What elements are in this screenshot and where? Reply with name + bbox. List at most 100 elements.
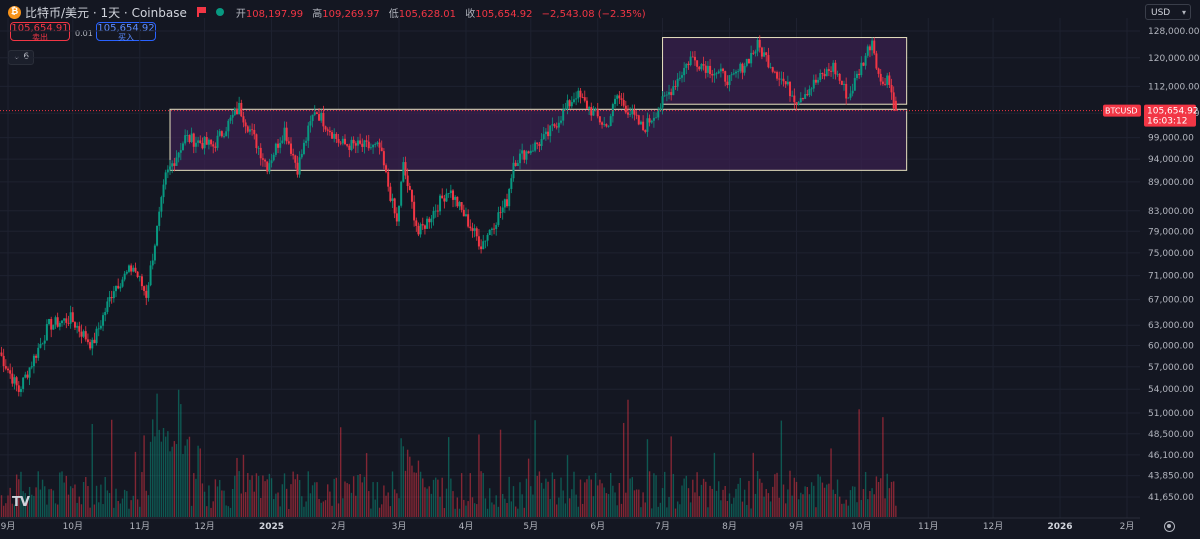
candle — [45, 319, 48, 341]
candle-body — [251, 129, 254, 131]
candle — [763, 47, 766, 58]
volume-bar — [618, 482, 621, 517]
candle — [393, 197, 396, 219]
candle — [108, 291, 111, 308]
candle-body — [890, 85, 893, 93]
volume-bar — [489, 488, 491, 517]
candle-body — [655, 117, 658, 119]
candle — [391, 193, 394, 208]
candle-body — [618, 95, 621, 99]
candle — [506, 193, 509, 208]
volume-bar — [882, 417, 884, 517]
candle-body — [166, 169, 169, 173]
volume-bar — [638, 489, 640, 517]
candle-body — [510, 178, 513, 189]
volume-bar — [225, 505, 227, 517]
volume-bar — [551, 472, 554, 517]
volume-bar — [89, 507, 91, 517]
volume-bar — [184, 445, 186, 517]
symbol-header[interactable]: ₿ 比特币/美元 · 1天 · Coinbase 开108,197.99 高10… — [8, 4, 652, 20]
volume-bar — [642, 492, 644, 517]
candle — [555, 122, 558, 130]
time-tick-label: 2026 — [1048, 522, 1073, 532]
candle — [877, 67, 880, 78]
high-value: 109,269.97 — [322, 8, 380, 20]
candle-body — [709, 65, 712, 75]
time-axis[interactable]: 9月 10月 11月 12月 2025 2月 3月 4月 5月 6月 7月 8月 9月 10月 11月 12月… — [0, 517, 1140, 532]
candle-body — [886, 75, 889, 85]
candle — [646, 112, 649, 137]
candle-body — [860, 62, 863, 76]
currency-value: USD — [1151, 8, 1171, 18]
candle-body — [15, 377, 18, 386]
candle-body — [830, 70, 833, 72]
volume-bar — [145, 490, 147, 517]
volume-bar — [411, 465, 413, 517]
gear-icon[interactable] — [1164, 521, 1175, 532]
candle — [642, 115, 645, 132]
candle — [298, 151, 301, 178]
currency-select[interactable]: USD ▾ — [1145, 4, 1191, 20]
last-price-tag: BTCUSD 105,654.92 16:03:12 — [0, 104, 1199, 127]
candle — [464, 207, 467, 217]
candle-body — [151, 260, 154, 266]
candle — [657, 106, 660, 121]
volume-bar — [530, 486, 532, 517]
candle — [784, 81, 787, 88]
candle-body — [7, 368, 9, 371]
price-axis[interactable]: 128,000.00120,000.00112,000.00105,000.00… — [1148, 27, 1200, 503]
range-zone[interactable] — [169, 108, 908, 171]
candle-body — [626, 112, 629, 115]
candle — [875, 50, 878, 70]
candle-body — [693, 56, 696, 61]
candle-body — [238, 102, 241, 115]
candle — [728, 74, 731, 92]
candle-body — [106, 301, 109, 312]
candle — [270, 153, 273, 168]
volume-bar — [875, 476, 878, 517]
candle — [862, 62, 865, 67]
range-zone[interactable] — [662, 37, 908, 105]
market-status-icon[interactable] — [215, 8, 224, 16]
tradingview-logo[interactable]: TV — [12, 495, 30, 510]
volume-bar — [119, 503, 122, 517]
candle-body — [143, 286, 146, 291]
symbol-title[interactable]: 比特币/美元 · 1天 · Coinbase — [25, 5, 187, 20]
volume-bar — [672, 473, 675, 517]
candle — [376, 141, 379, 147]
volume-bar — [223, 490, 225, 517]
volume-bar — [581, 503, 584, 517]
volume-bar — [594, 472, 597, 517]
volume-bar — [450, 478, 452, 517]
candle-body — [190, 133, 193, 143]
range-zones[interactable] — [169, 37, 908, 171]
volume-bar — [439, 496, 441, 517]
candle — [739, 62, 742, 74]
candle — [125, 270, 128, 275]
candle-body — [173, 163, 176, 166]
candle — [158, 206, 161, 231]
volume-bar — [577, 506, 580, 517]
volume-bar — [357, 475, 359, 517]
candle — [333, 128, 336, 143]
candle — [246, 125, 249, 134]
volume-bar — [573, 471, 575, 517]
candle — [102, 312, 105, 332]
candle-body — [685, 63, 688, 68]
candle-body — [348, 145, 351, 150]
volume-bar — [365, 453, 368, 517]
candle — [406, 168, 409, 193]
flag-icon[interactable] — [196, 7, 206, 17]
candle — [845, 77, 848, 105]
candle — [244, 119, 247, 134]
candle — [19, 386, 22, 397]
candle-body — [691, 56, 694, 58]
candle — [104, 307, 107, 322]
candle-body — [13, 377, 16, 384]
candle — [9, 363, 12, 379]
candle — [538, 142, 541, 153]
candle-body — [659, 107, 662, 111]
candle — [210, 138, 213, 147]
price-tick-label: 54,000.00 — [1148, 385, 1194, 395]
